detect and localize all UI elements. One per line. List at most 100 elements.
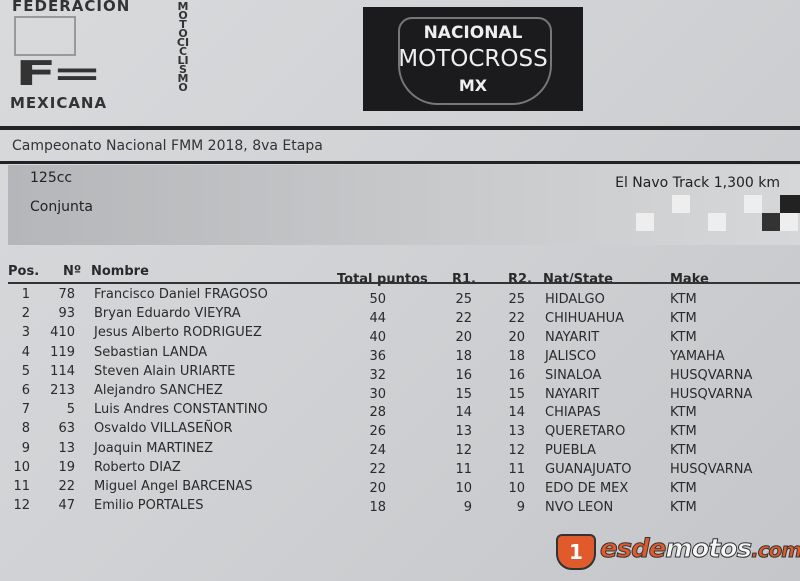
cell-num: 47 — [58, 498, 75, 514]
cell-num: 63 — [58, 421, 75, 437]
cell-name: Alejandro SANCHEZ — [94, 383, 223, 398]
cell-num: 78 — [58, 287, 75, 302]
cell-name: Osvaldo VILLASEÑOR — [94, 421, 233, 437]
cell-total: 24 — [369, 443, 386, 459]
cell-r2: 16 — [508, 367, 525, 383]
cell-num: 22 — [58, 479, 75, 494]
cell-r1: 22 — [455, 310, 472, 326]
table-row: 6 213 Alejandro SANCHEZ 30 15 15 NAYARIT HUSQVA… — [0, 383, 800, 402]
table-row: 3 410 Jesus Alberto RODRIGUEZ 40 20 20 NAYARIT… — [0, 325, 800, 344]
cell-name: Joaquin MARTINEZ — [94, 440, 214, 456]
cell-make: KTM — [670, 310, 697, 326]
cell-make: HUSQVARNA — [670, 367, 753, 383]
cell-r2: 22 — [508, 310, 525, 326]
cell-r2: 12 — [508, 443, 525, 459]
watermark-text: esdemotos.com — [599, 534, 800, 565]
cell-pos: 5 — [21, 363, 30, 379]
table-row: 10 19 Roberto DIAZ 22 11 11 GUANAJUATO HUSQVARN… — [0, 460, 800, 479]
cell-r1: 13 — [455, 424, 472, 440]
table-row: 9 13 Joaquin MARTINEZ 24 12 12 PUEBLA KTM — [0, 441, 800, 460]
header-make: Make — [670, 272, 709, 287]
table-row: 11 22 Miguel Angel BARCENAS 20 10 10 EDO DE ME… — [0, 479, 800, 498]
cell-num: 13 — [58, 440, 75, 456]
badge-icon: 1 — [556, 534, 596, 570]
cell-r2: 20 — [508, 329, 525, 345]
cell-name: Luis Andres CONSTANTINO — [94, 402, 268, 418]
cell-pos: 8 — [21, 421, 30, 437]
cell-state: HIDALGO — [545, 292, 605, 307]
nmx-line3: MX — [458, 76, 488, 95]
cell-r1: 18 — [455, 348, 472, 364]
cell-make: YAMAHA — [670, 348, 725, 364]
cell-make: KTM — [670, 424, 697, 440]
cell-total: 36 — [369, 348, 386, 364]
cell-num: 410 — [50, 325, 75, 341]
cell-num: 213 — [50, 383, 75, 398]
cell-name: Francisco Daniel FRAGOSO — [94, 287, 268, 302]
shield-icon — [398, 17, 552, 105]
cell-pos: 12 — [13, 498, 30, 514]
cell-total: 32 — [369, 367, 386, 383]
cell-name: Bryan Eduardo VIEYRA — [94, 306, 241, 322]
event-track: El Navo Track 1,300 km — [615, 175, 780, 191]
divider — [0, 161, 800, 164]
cell-pos: 7 — [21, 402, 30, 418]
cell-total: 22 — [369, 462, 386, 478]
cell-make: KTM — [670, 405, 697, 421]
cell-name: Sebastian LANDA — [94, 344, 208, 360]
event-title: Campeonato Nacional FMM 2018, 8va Etapa — [12, 138, 323, 154]
watermark-part1: esde — [599, 534, 666, 565]
checkered-flag-square — [708, 213, 726, 231]
checkered-flag-square — [762, 213, 780, 231]
cell-pos: 1 — [21, 287, 30, 302]
cell-pos: 11 — [13, 479, 30, 494]
cell-total: 40 — [369, 329, 386, 345]
cell-pos: 10 — [13, 459, 30, 475]
cell-make: KTM — [670, 329, 697, 345]
header-total: Total puntos — [337, 272, 428, 287]
table-row: 8 63 Osvaldo VILLASEÑOR 26 13 13 QUERETARO KTM — [0, 421, 800, 440]
cell-state: EDO DE MEX — [545, 481, 629, 496]
cell-make: KTM — [670, 499, 697, 515]
cell-name: Miguel Angel BARCENAS — [94, 479, 253, 494]
cell-name: Roberto DIAZ — [94, 459, 181, 475]
cell-state: SINALOA — [545, 367, 602, 383]
fmm-logo-mark: F= — [15, 57, 98, 91]
cell-r1: 16 — [455, 367, 472, 383]
checkered-flag-square — [744, 195, 762, 213]
esdemotos-watermark: 1 esdemotos.com — [556, 532, 800, 572]
cell-state: QUERETARO — [545, 424, 626, 440]
cell-total: 26 — [369, 424, 386, 440]
fmm-logo-m-outline — [14, 16, 76, 56]
cell-r1: 25 — [455, 292, 472, 307]
cell-pos: 2 — [21, 306, 30, 322]
header-r1: R1. — [452, 272, 476, 287]
cell-r2: 9 — [516, 499, 525, 515]
header-num: Nº — [63, 264, 82, 279]
cell-state: JALISCO — [545, 348, 597, 364]
cell-r1: 12 — [455, 443, 472, 459]
cell-make: KTM — [670, 443, 697, 459]
watermark-part3: .com — [751, 538, 800, 563]
cell-total: 50 — [369, 292, 386, 307]
header-rule — [8, 282, 800, 284]
fmm-logo-vertical: MOTOCICLISMO — [176, 0, 190, 94]
cell-make: KTM — [670, 481, 697, 496]
table-row: 4 119 Sebastian LANDA 36 18 18 JALISCO YAMAHA — [0, 345, 800, 364]
checkered-flag-square — [672, 195, 690, 213]
cell-r2: 25 — [508, 292, 525, 307]
table-row: 2 93 Bryan Eduardo VIEYRA 44 22 22 CHIHUAHUA KT… — [0, 306, 800, 326]
cell-num: 119 — [50, 344, 75, 360]
cell-r2: 14 — [508, 405, 525, 421]
cell-pos: 9 — [21, 440, 30, 456]
cell-total: 20 — [369, 481, 386, 496]
cell-state: PUEBLA — [545, 443, 596, 459]
cell-r2: 10 — [508, 481, 525, 496]
cell-r1: 11 — [455, 462, 472, 478]
cell-r2: 18 — [508, 348, 525, 364]
cell-num: 93 — [58, 306, 75, 322]
cell-pos: 4 — [21, 344, 30, 360]
cell-r2: 15 — [508, 386, 525, 402]
table-header: Pos. Nº Nombre Total puntos R1. R2. Nat/… — [0, 264, 800, 287]
table-row: 7 5 Luis Andres CONSTANTINO 28 14 14 CHIAPAS KT… — [0, 402, 800, 421]
